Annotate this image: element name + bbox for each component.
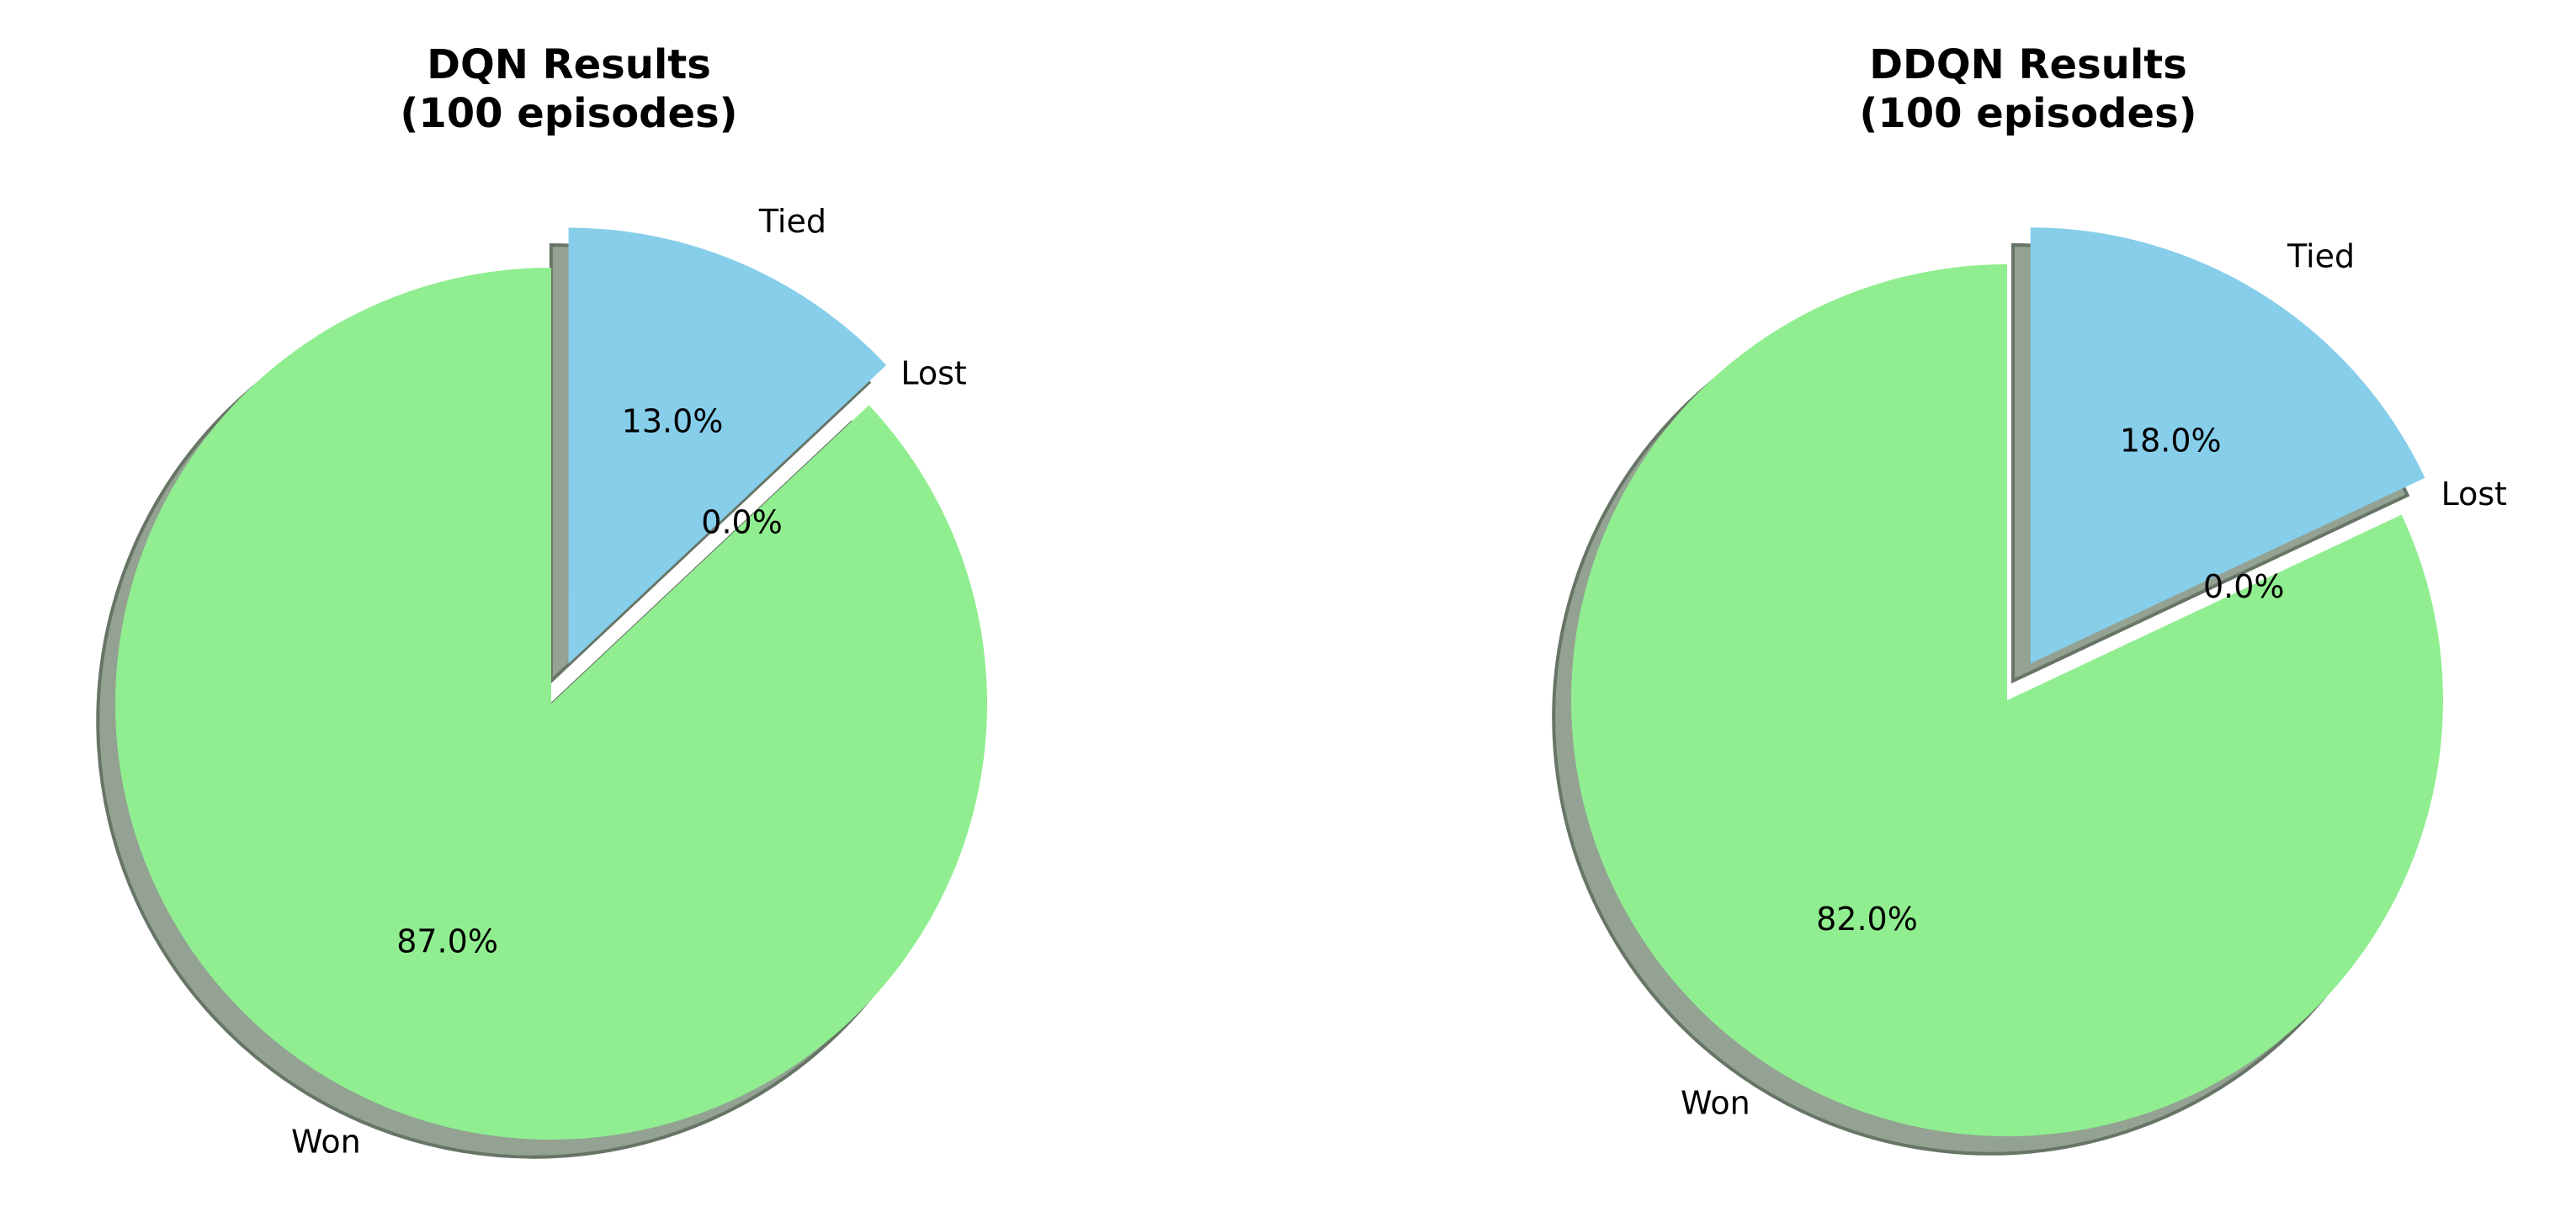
slice-label-won: Won bbox=[1681, 1085, 1750, 1122]
slice-label-won: Won bbox=[291, 1123, 361, 1160]
slice-won bbox=[1571, 264, 2443, 1136]
slice-won bbox=[114, 268, 987, 1140]
slice-label-lost: Lost bbox=[2441, 476, 2507, 513]
slice-tied bbox=[2030, 227, 2425, 664]
percent-label-lost: 0.0% bbox=[701, 504, 783, 541]
ddqn-pie-chart: DDQN Results (100 episodes) Won 82.0% Lost 0.… bbox=[1552, 41, 2507, 1156]
percent-label-tied: 13.0% bbox=[622, 403, 724, 440]
dqn-pie-chart: DQN Results (100 episodes) Won 87.0% Lost 0.0… bbox=[96, 41, 987, 1160]
percent-label-tied: 18.0% bbox=[2120, 422, 2222, 459]
chart-title: DQN Results (100 episodes) bbox=[400, 41, 737, 137]
slice-tied bbox=[568, 227, 887, 664]
percent-label-won: 87.0% bbox=[396, 923, 498, 960]
percent-label-won: 82.0% bbox=[1816, 901, 1918, 938]
slice-label-tied: Tied bbox=[758, 203, 826, 240]
chart-title: DDQN Results (100 episodes) bbox=[1859, 41, 2196, 137]
percent-label-lost: 0.0% bbox=[2203, 568, 2285, 605]
slice-label-tied: Tied bbox=[2287, 238, 2355, 275]
slice-label-lost: Lost bbox=[900, 354, 966, 391]
